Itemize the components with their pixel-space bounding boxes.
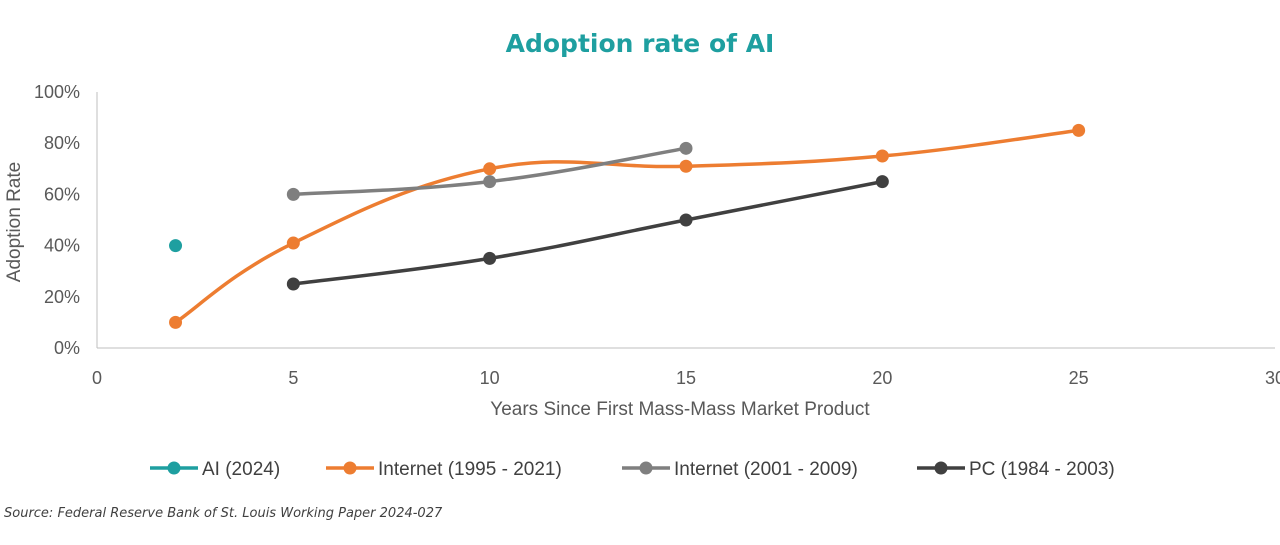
legend-swatch-marker: [639, 461, 653, 475]
series-2: [169, 123, 1086, 329]
legend-label: AI (2024): [202, 459, 280, 480]
x-tick-label: 25: [1069, 368, 1089, 388]
x-tick-label: 15: [676, 368, 696, 388]
y-tick-label: 100%: [34, 82, 80, 102]
data-point: [483, 175, 497, 189]
x-tick-labels: 0 5 10 15 20 25 30: [92, 368, 1280, 388]
legend-item: AI (2024): [150, 459, 280, 480]
y-tick-label: 20%: [44, 287, 80, 307]
x-tick-label: 20: [872, 368, 892, 388]
data-point: [679, 159, 693, 173]
data-point: [169, 239, 183, 253]
y-tick-label: 80%: [44, 133, 80, 153]
data-point: [483, 251, 497, 265]
chart-axes: [96, 92, 1275, 349]
x-axis-label: Years Since First Mass-Mass Market Produ…: [490, 399, 870, 420]
data-point: [286, 277, 300, 291]
x-tick-label: 5: [288, 368, 298, 388]
x-tick-label: 0: [92, 368, 102, 388]
y-axis-label: Adoption Rate: [4, 162, 25, 282]
data-point: [1072, 123, 1086, 137]
data-point: [169, 315, 183, 329]
data-point: [483, 162, 497, 176]
legend-swatch-marker: [934, 461, 948, 475]
data-point: [286, 236, 300, 250]
y-tick-labels: 0% 20% 40% 60% 80% 100%: [34, 82, 80, 358]
series-4: [286, 175, 889, 291]
legend-swatch-marker: [343, 461, 357, 475]
source-note: Source: Federal Reserve Bank of St. Loui…: [4, 506, 443, 521]
y-tick-label: 60%: [44, 184, 80, 204]
series-layer: [169, 123, 1086, 329]
data-point: [875, 175, 889, 189]
data-point: [286, 187, 300, 201]
data-point: [875, 149, 889, 163]
legend-swatch-marker: [167, 461, 181, 475]
series-line: [291, 179, 885, 286]
legend-item: PC (1984 - 2003): [917, 459, 1115, 480]
series-3: [286, 141, 693, 201]
legend-label: Internet (1995 - 2021): [378, 459, 562, 480]
legend-label: PC (1984 - 2003): [969, 459, 1115, 480]
data-point: [679, 213, 693, 227]
y-tick-label: 0%: [54, 338, 80, 358]
legend: AI (2024) Internet (1995 - 2021) Internet …: [150, 459, 1115, 480]
x-tick-label: 10: [480, 368, 500, 388]
legend-item: Internet (1995 - 2021): [326, 459, 562, 480]
legend-label: Internet (2001 - 2009): [674, 459, 858, 480]
chart-title: Adoption rate of AI: [506, 29, 775, 58]
legend-item: Internet (2001 - 2009): [622, 459, 858, 480]
data-point: [679, 141, 693, 155]
series-1: [169, 239, 183, 253]
x-tick-label: 30: [1265, 368, 1280, 388]
y-tick-label: 40%: [44, 236, 80, 256]
